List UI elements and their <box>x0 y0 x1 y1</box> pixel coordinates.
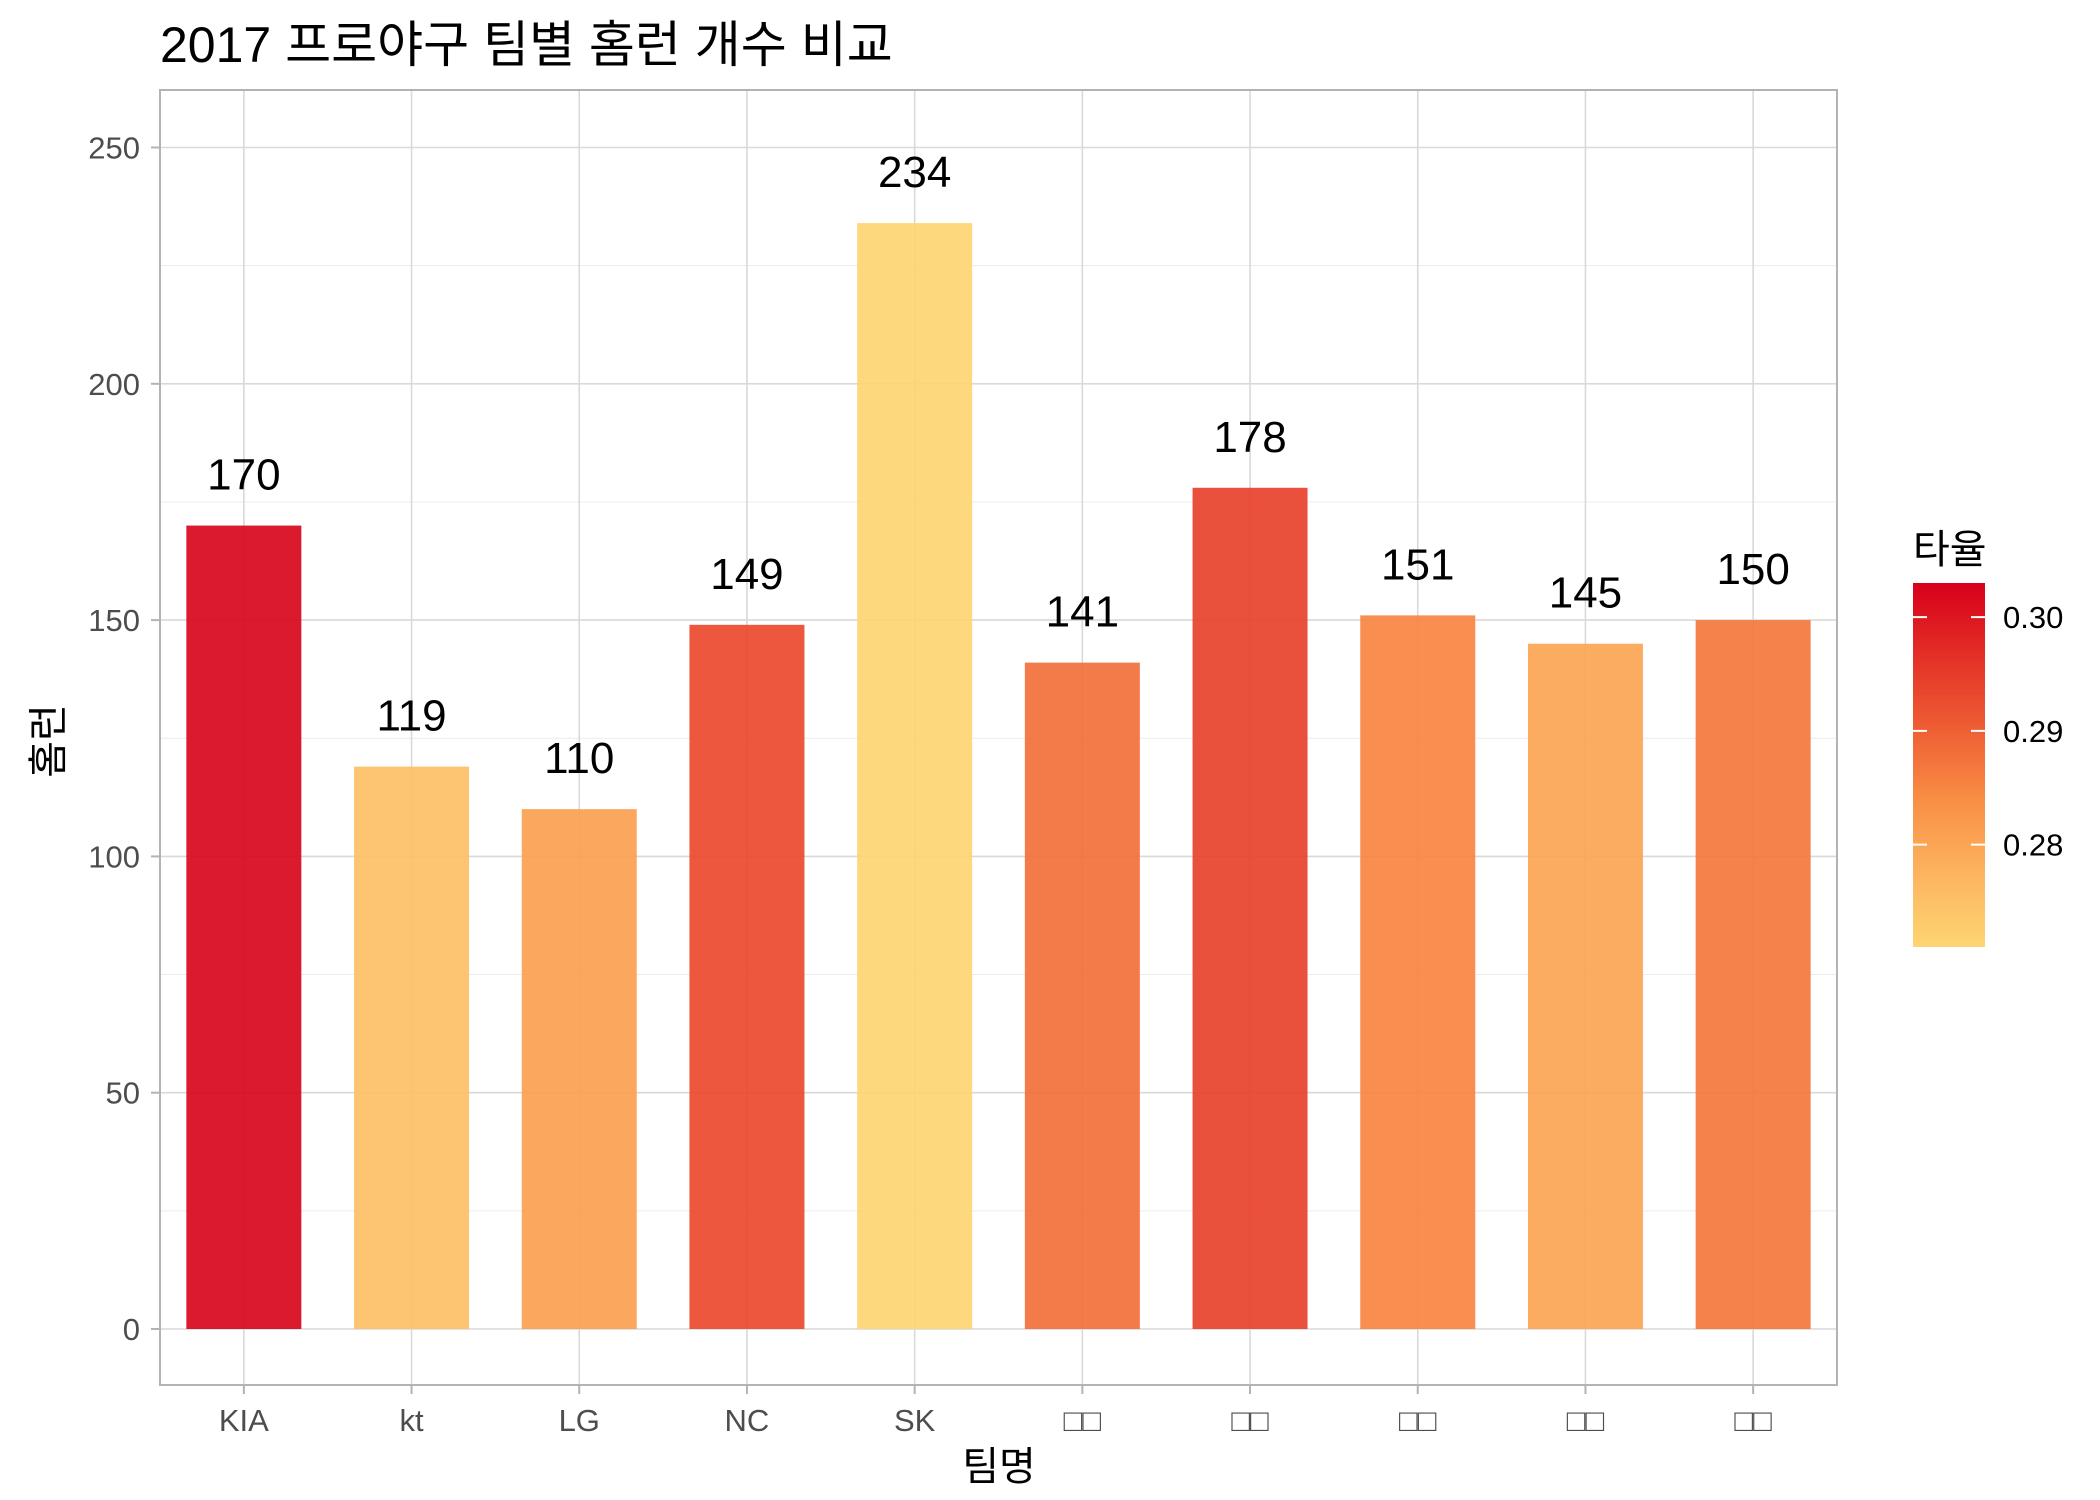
bar <box>1024 662 1140 1329</box>
legend-tick-label: 0.29 <box>2003 714 2063 749</box>
bar <box>857 223 973 1330</box>
legend-title: 타율 <box>1913 528 1987 572</box>
y-tick-label: 200 <box>88 367 140 402</box>
plot-panel: 0 50 100 150 200 250 170 KIA 119 kt 110 LG 149 NC 234 S… <box>88 89 1838 1438</box>
y-tick-label: 0 <box>123 1312 140 1347</box>
panel-border <box>159 89 1838 1386</box>
x-tick-label: KIA <box>219 1403 269 1438</box>
x-tick-label: □□ <box>1399 1403 1437 1438</box>
bar <box>1192 487 1308 1330</box>
x-tick-label: □□ <box>1734 1403 1772 1438</box>
color-legend: 타율 0.28 0.29 0.30 <box>1913 528 2063 947</box>
x-tick-label: kt <box>399 1403 424 1438</box>
y-tick-label: 250 <box>88 131 140 166</box>
data-label: 119 <box>376 692 446 741</box>
data-label: 149 <box>710 550 783 599</box>
data-label: 150 <box>1716 545 1789 594</box>
y-axis-title: 홈런 <box>27 704 71 778</box>
bar <box>521 809 637 1329</box>
chart-title: 2017 프로야구 팀별 홈런 개수 비교 <box>160 17 893 73</box>
x-tick-label: NC <box>725 1403 770 1438</box>
legend-tick-label: 0.30 <box>2003 600 2063 635</box>
x-axis-title: 팀명 <box>962 1445 1036 1489</box>
legend-colorbar <box>1913 583 1985 947</box>
bar <box>1360 615 1476 1329</box>
x-tick-label: □□ <box>1567 1403 1605 1438</box>
y-tick-label: 150 <box>88 603 140 638</box>
bar <box>1527 643 1643 1329</box>
data-label: 145 <box>1549 569 1622 618</box>
data-label: 234 <box>878 148 951 197</box>
legend-tick-label: 0.28 <box>2003 828 2063 863</box>
x-tick-label: □□ <box>1064 1403 1102 1438</box>
y-tick-label: 100 <box>88 839 140 874</box>
x-tick-label: LG <box>559 1403 600 1438</box>
data-label: 151 <box>1381 540 1454 589</box>
data-label: 110 <box>544 734 614 783</box>
bar <box>1695 620 1811 1329</box>
x-tick-label: □□ <box>1231 1403 1269 1438</box>
bar <box>689 624 805 1329</box>
data-label: 141 <box>1046 588 1119 637</box>
data-label: 178 <box>1213 413 1286 462</box>
y-tick-label: 50 <box>106 1076 140 1111</box>
bar <box>186 525 302 1329</box>
bar <box>354 766 470 1329</box>
x-tick-label: SK <box>894 1403 936 1438</box>
data-label: 170 <box>207 451 280 500</box>
